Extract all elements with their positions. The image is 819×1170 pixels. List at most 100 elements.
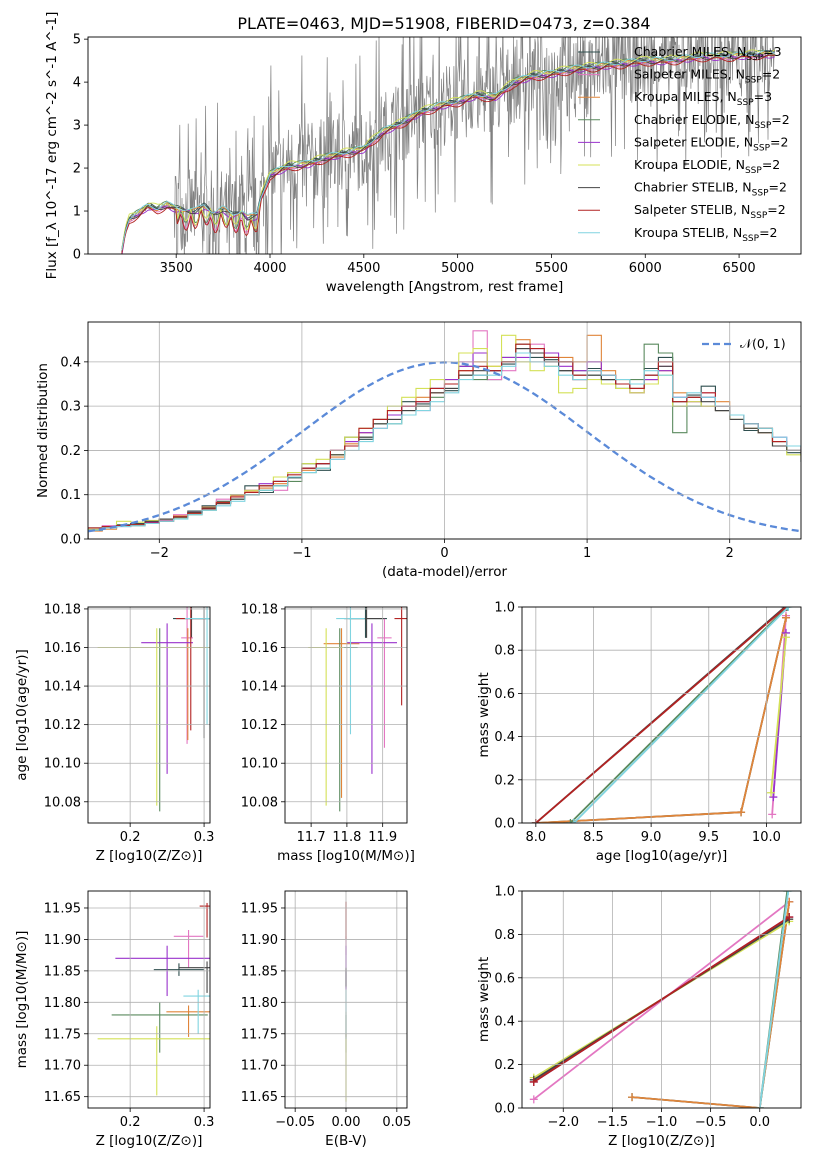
y-axis-label-age-weight: mass weight — [476, 672, 492, 757]
y-tick-label-z-weight: 0.8 — [494, 928, 515, 943]
histogram-series — [88, 343, 801, 539]
spectrum-data-line — [121, 37, 776, 254]
model-spectrum-line — [121, 53, 775, 254]
axes-frame-z-age — [87, 606, 211, 824]
legend-entry: Salpeter MILES, NSSP=2 — [634, 67, 780, 86]
legend-entry: Kroupa STELIB, NSSP=2 — [634, 225, 778, 244]
x-tick-label-age-weight: 9.0 — [641, 830, 662, 845]
x-tick-label-hist: −1 — [292, 546, 311, 561]
x-tick-label-spectrum: 5000 — [441, 261, 474, 276]
x-axis-label-z-age: Z [log10(Z/Z⊙)] — [96, 848, 203, 864]
y-tick-label-ebv-mass: 11.85 — [241, 964, 278, 979]
y-tick-label-ebv-mass: 11.90 — [241, 933, 278, 948]
axes-frame-hist — [87, 321, 802, 540]
histogram-series — [88, 348, 801, 539]
y-tick-label-mass-age: 10.12 — [241, 718, 278, 733]
legend-entry: Kroupa ELODIE, NSSP=2 — [634, 157, 780, 176]
y-tick-label-hist: 0.2 — [60, 444, 81, 459]
model-spectrum-line — [121, 50, 775, 251]
y-tick-label-z-mass: 11.65 — [44, 1090, 81, 1105]
histogram-series — [88, 348, 801, 539]
y-tick-label-z-mass: 11.80 — [44, 996, 81, 1011]
y-tick-label-ebv-mass: 11.75 — [241, 1027, 278, 1042]
axes-frame-age-weight — [521, 606, 802, 824]
plot-area-z-mass — [97, 902, 210, 1096]
y-axis-label-z-age: age [log10(age/yr)] — [14, 649, 30, 781]
y-tick-label-age-weight: 0.6 — [494, 687, 515, 702]
x-tick-label-z-weight: 0.0 — [749, 1115, 770, 1130]
y-tick-label-z-mass: 11.90 — [44, 933, 81, 948]
plus-marker — [569, 819, 578, 823]
x-tick-label-spectrum: 6500 — [723, 261, 756, 276]
x-tick-label-ebv-mass: 0.05 — [382, 1115, 411, 1130]
y-tick-label-age-weight: 0.2 — [494, 773, 515, 788]
x-tick-label-z-age: 0.2 — [120, 830, 141, 845]
x-axis-label-age-weight: age [log10(age/yr)] — [596, 848, 728, 864]
y-tick-label-z-mass: 11.85 — [44, 964, 81, 979]
y-tick-label-mass-age: 10.18 — [241, 602, 278, 617]
y-tick-label-z-age: 10.14 — [44, 680, 81, 695]
legend-entry: Salpeter ELODIE, NSSP=2 — [634, 134, 788, 153]
x-axis-label-ebv-mass: E(B-V) — [325, 1133, 367, 1149]
y-tick-label-z-age: 10.16 — [44, 641, 81, 656]
plus-marker — [529, 1077, 538, 1086]
plus-marker — [737, 808, 746, 817]
y-tick-label-z-weight: 0.0 — [494, 1102, 515, 1117]
plus-marker — [566, 819, 575, 823]
y-tick-label-spectrum: 0 — [73, 248, 81, 263]
plus-marker — [785, 913, 794, 922]
axes-frame-spectrum — [87, 36, 802, 255]
x-axis-label-hist: (data-model)/error — [382, 564, 508, 580]
x-tick-label-hist: 0 — [440, 546, 448, 561]
y-tick-label-age-weight: 0.4 — [494, 730, 515, 745]
weight-line — [573, 607, 789, 823]
x-tick-label-z-weight: −0.5 — [695, 1115, 727, 1130]
y-tick-label-hist: 0.0 — [60, 533, 81, 548]
x-tick-label-age-weight: 8.0 — [525, 830, 546, 845]
x-tick-label-ebv-mass: −0.05 — [275, 1115, 315, 1130]
x-tick-label-age-weight: 8.5 — [583, 830, 604, 845]
x-tick-label-mass-age: 11.9 — [368, 830, 397, 845]
weight-line — [770, 637, 787, 793]
y-tick-label-ebv-mass: 11.95 — [241, 901, 278, 916]
y-tick-label-age-weight: 0.0 — [494, 817, 515, 832]
weight-line — [535, 607, 787, 823]
x-tick-label-z-weight: −1.5 — [597, 1115, 629, 1130]
y-tick-label-mass-age: 10.08 — [241, 795, 278, 810]
y-tick-label-hist: 0.1 — [60, 488, 81, 503]
y-axis-label-hist: Normed distribution — [35, 363, 51, 498]
y-axis-label-z-mass: mass [log10(M/M⊙)] — [14, 931, 30, 1069]
histogram-series — [88, 348, 801, 539]
y-axis-label-spectrum: Flux [f_λ 10^-17 erg cm^-2 s^-1 A^-1] — [44, 12, 60, 280]
model-spectrum-line — [121, 49, 775, 250]
weight-line — [535, 617, 787, 823]
x-tick-label-spectrum: 4500 — [347, 261, 380, 276]
plus-marker — [784, 607, 793, 611]
x-tick-label-mass-age: 11.7 — [297, 830, 326, 845]
plot-area-mass-age — [308, 607, 407, 812]
y-tick-label-hist: 0.3 — [60, 400, 81, 415]
plus-marker — [529, 1095, 538, 1104]
x-tick-label-mass-age: 11.8 — [332, 830, 361, 845]
y-tick-label-z-mass: 11.70 — [44, 1059, 81, 1074]
plus-marker — [782, 613, 791, 622]
weight-line — [631, 901, 791, 1108]
plots-layer: 3500 4000 4500 5000 5500 6000 6500 0 1 2 3 4 5 wavele… — [14, 12, 802, 1149]
x-tick-label-ebv-mass: 0.00 — [332, 1115, 361, 1130]
y-tick-label-spectrum: 4 — [73, 76, 81, 91]
axes-frame-z-mass — [87, 890, 211, 1109]
axes-frame-mass-age — [284, 606, 408, 824]
legend-entry: Salpeter STELIB, NSSP=2 — [634, 202, 786, 221]
histogram-series — [88, 343, 801, 539]
y-axis-label-z-weight: mass weight — [476, 957, 492, 1042]
y-tick-label-ebv-mass: 11.70 — [241, 1059, 278, 1074]
x-tick-label-spectrum: 6000 — [629, 261, 662, 276]
x-tick-label-z-weight: −2.0 — [547, 1115, 579, 1130]
y-tick-label-z-age: 10.08 — [44, 795, 81, 810]
x-tick-label-spectrum: 3500 — [160, 261, 193, 276]
y-tick-label-spectrum: 5 — [73, 33, 81, 48]
x-tick-label-age-weight: 9.5 — [698, 830, 719, 845]
x-tick-label-spectrum: 5500 — [535, 261, 568, 276]
y-tick-label-z-mass: 11.75 — [44, 1027, 81, 1042]
